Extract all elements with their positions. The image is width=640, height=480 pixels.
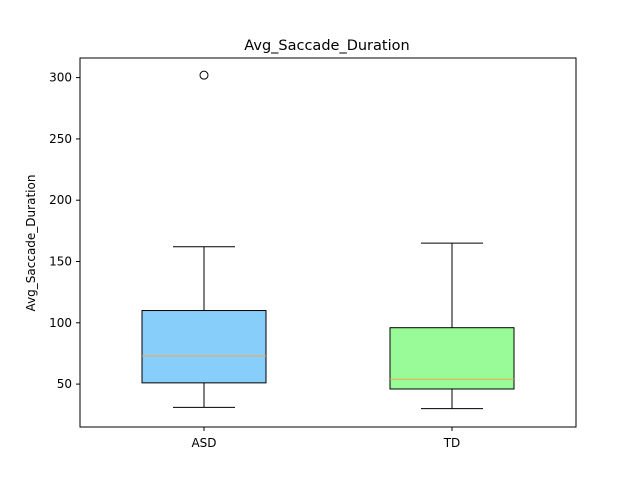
outlier-point-asd xyxy=(199,70,209,80)
y-tick-label: 300 xyxy=(49,71,72,85)
plot-area: 50 100 150 200 250 300 ASD TD xyxy=(49,70,515,450)
box-asd xyxy=(141,310,267,384)
box-td xyxy=(389,327,515,390)
y-tick-label: 200 xyxy=(49,193,72,207)
y-axis-label: Avg_Saccade_Duration xyxy=(24,175,38,312)
x-tick-label: ASD xyxy=(191,436,216,450)
y-tick-label: 50 xyxy=(57,377,72,391)
y-tick-label: 250 xyxy=(49,132,72,146)
axes-frame xyxy=(79,57,577,428)
y-tick-label: 100 xyxy=(49,316,72,330)
x-tick-label: TD xyxy=(443,436,461,450)
y-tick-label: 150 xyxy=(49,255,72,269)
chart-title: Avg_Saccade_Duration xyxy=(244,38,409,54)
